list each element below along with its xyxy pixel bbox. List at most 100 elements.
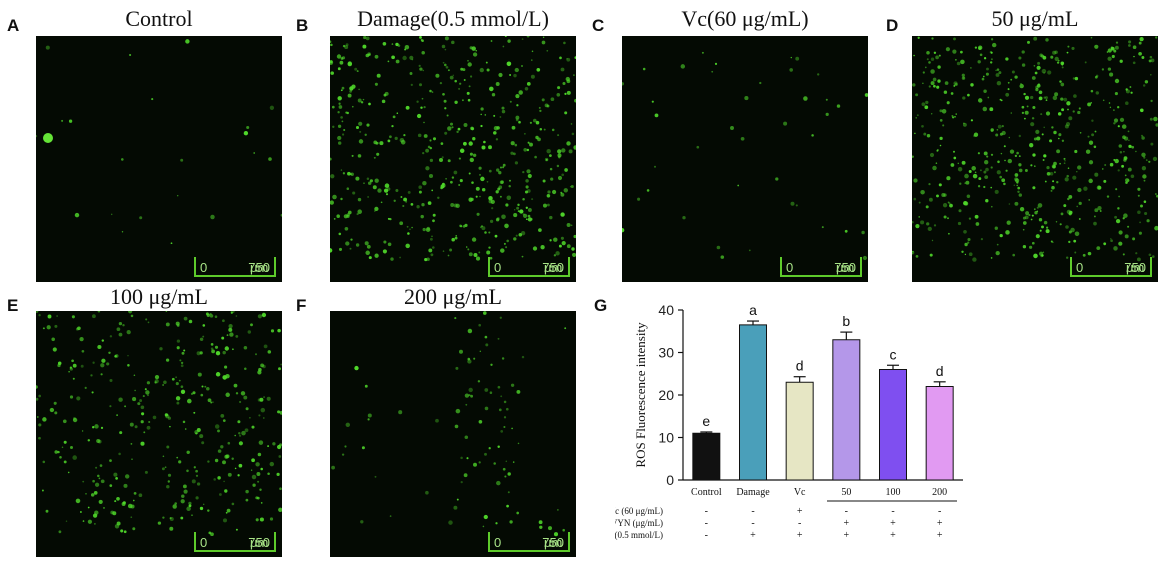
fluorescent-spot xyxy=(964,173,969,179)
fluorescent-spot xyxy=(982,106,988,112)
fluorescent-spot xyxy=(428,248,433,253)
x-tick-label: Control xyxy=(691,487,722,498)
fluorescent-spot xyxy=(195,474,199,477)
fluorescent-spot xyxy=(642,67,646,71)
fluorescent-spot xyxy=(1061,66,1064,69)
fluorescent-spot xyxy=(467,98,471,102)
scale-bar-max: 750 xyxy=(248,535,270,550)
fluorescent-spot xyxy=(347,210,352,215)
fluorescent-spot xyxy=(491,207,494,210)
fluorescent-spot xyxy=(950,163,955,167)
fluorescent-spot xyxy=(391,55,395,60)
fluorescent-spot xyxy=(1040,113,1043,116)
fluorescent-spot xyxy=(1109,72,1114,77)
fluorescent-spot xyxy=(481,187,486,192)
fluorescent-spot xyxy=(245,407,249,411)
fluorescent-spot xyxy=(47,314,52,319)
fluorescent-spot xyxy=(915,224,920,229)
fluorescent-spot xyxy=(957,221,962,226)
fluorescent-spot xyxy=(213,478,216,481)
fluorescent-spot xyxy=(538,228,542,232)
fluorescent-spot xyxy=(54,324,58,328)
fluorescent-spot xyxy=(465,246,468,248)
micrograph-50: 0 μm 750 xyxy=(912,36,1158,282)
fluorescent-spot xyxy=(237,420,241,424)
fluorescent-spot xyxy=(1046,165,1050,170)
fluorescent-spot xyxy=(1010,78,1013,81)
fluorescent-spot xyxy=(364,133,367,136)
fluorescent-spot xyxy=(393,199,396,202)
fluorescent-spot xyxy=(1005,230,1010,235)
fluorescent-spot xyxy=(966,194,971,199)
bar xyxy=(925,386,954,481)
fluorescent-spot xyxy=(1063,97,1068,102)
fluorescent-spot xyxy=(515,94,520,99)
fluorescent-spot xyxy=(525,206,528,209)
fluorescent-spot xyxy=(938,54,941,57)
fluorescent-spot xyxy=(426,257,430,262)
fluorescent-spot xyxy=(165,311,168,312)
fluorescent-spot xyxy=(399,256,401,259)
fluorescent-spot xyxy=(844,229,848,233)
fluorescent-spot xyxy=(442,61,445,64)
fluorescent-spot xyxy=(420,106,423,109)
fluorescent-spot xyxy=(340,57,344,60)
fluorescent-spot xyxy=(199,434,204,439)
fluorescent-spot xyxy=(1049,139,1053,143)
fluorescent-spot xyxy=(360,101,364,104)
treatment-sign: + xyxy=(797,530,803,541)
fluorescent-spot xyxy=(953,156,957,160)
fluorescent-spot xyxy=(1141,152,1146,158)
fluorescent-spot xyxy=(536,67,541,72)
fluorescent-spot xyxy=(454,317,457,320)
fluorescent-spot xyxy=(775,177,779,181)
fluorescent-spot xyxy=(1093,221,1097,226)
fluorescent-spot xyxy=(526,169,531,174)
fluorescent-spot xyxy=(504,36,507,38)
fluorescent-spot xyxy=(129,53,132,57)
fluorescent-spot xyxy=(942,203,948,208)
fluorescent-spot xyxy=(1000,152,1003,155)
fluorescent-spot xyxy=(1043,72,1045,74)
fluorescent-spot xyxy=(1088,140,1094,145)
fluorescent-spot xyxy=(421,97,424,100)
fluorescent-spot xyxy=(1045,96,1048,100)
fluorescent-spot xyxy=(128,311,133,314)
fluorescent-spot xyxy=(921,124,924,128)
fluorescent-spot xyxy=(560,67,565,72)
fluorescent-spot xyxy=(989,107,994,112)
fluorescent-spot xyxy=(458,157,461,160)
panel-f-title: 200 μg/mL xyxy=(404,284,502,309)
fluorescent-spot xyxy=(1065,121,1071,127)
fluorescent-spot xyxy=(1065,225,1069,229)
fluorescent-spot xyxy=(159,347,163,351)
fluorescent-spot xyxy=(468,85,471,88)
fluorescent-spot xyxy=(1155,36,1158,39)
fluorescent-spot xyxy=(124,405,127,408)
fluorescent-spot xyxy=(1022,228,1025,231)
fluorescent-spot xyxy=(197,372,202,377)
fluorescent-spot xyxy=(80,364,84,368)
fluorescent-spot xyxy=(561,241,566,246)
fluorescent-spot xyxy=(374,54,379,59)
fluorescent-spot xyxy=(990,153,994,156)
fluorescent-spot xyxy=(154,379,159,384)
fluorescent-spot xyxy=(521,255,524,258)
fluorescent-spot xyxy=(1059,162,1061,165)
fluorescent-spot xyxy=(473,357,476,360)
fluorescent-spot xyxy=(214,424,220,429)
significance-letter: b xyxy=(842,313,850,329)
fluorescent-spot xyxy=(501,357,505,360)
fluorescent-spot xyxy=(488,195,493,201)
fluorescent-spot xyxy=(337,67,341,71)
significance-letter: a xyxy=(749,302,757,318)
fluorescent-spot xyxy=(502,467,506,471)
fluorescent-spot xyxy=(521,355,525,359)
fluorescent-spot xyxy=(134,425,138,429)
panel-label-g: G xyxy=(594,296,608,315)
fluorescent-spot xyxy=(1059,80,1062,83)
fluorescent-spot xyxy=(268,157,272,161)
fluorescent-spot xyxy=(54,411,58,415)
fluorescent-spot xyxy=(1018,134,1021,138)
fluorescent-spot xyxy=(376,73,381,78)
